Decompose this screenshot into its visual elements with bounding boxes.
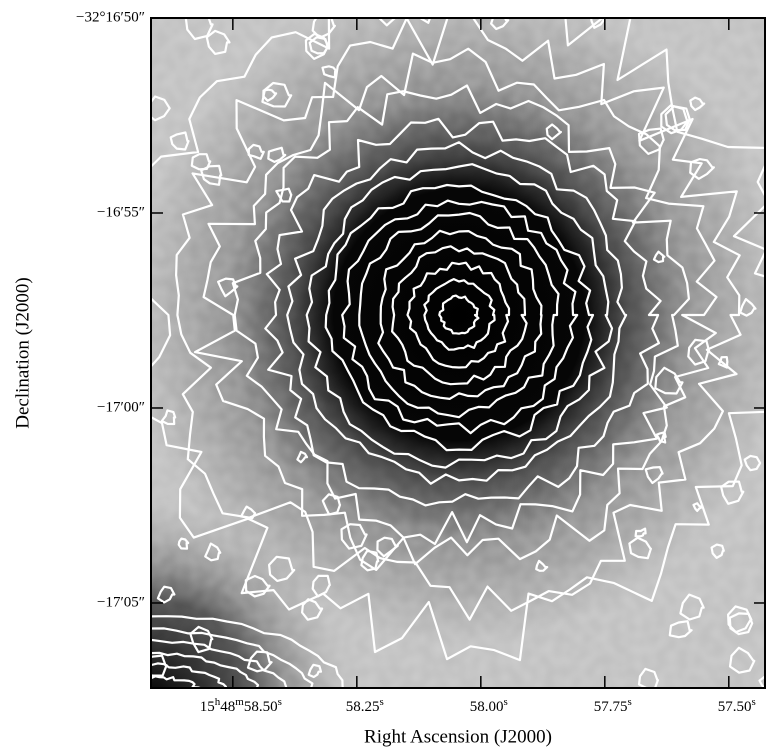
- contour: [308, 36, 329, 55]
- contour: [169, 131, 190, 151]
- contour: [190, 153, 212, 171]
- contour: [231, 84, 690, 546]
- contour: [311, 18, 336, 39]
- sky-image: [151, 18, 766, 688]
- contour: [689, 158, 715, 180]
- x-tick-label: 58.00s: [470, 696, 508, 716]
- y-tick-label: −17′00″: [97, 399, 145, 415]
- contour: [264, 117, 662, 507]
- contour: [391, 245, 528, 386]
- contour: [720, 480, 745, 505]
- contour: [668, 620, 693, 639]
- contour: [240, 505, 257, 520]
- contour: [376, 536, 399, 558]
- contour: [151, 615, 346, 688]
- contour: [644, 466, 664, 485]
- contour: [262, 88, 278, 102]
- contour: [710, 543, 725, 559]
- contour: [423, 278, 496, 351]
- x-tick-label: 57.50s: [718, 696, 756, 716]
- contour: [296, 450, 309, 464]
- contour: [660, 104, 690, 135]
- contour: [652, 250, 666, 264]
- contour: [151, 638, 288, 688]
- x-tick-label: 15h48m58.50s: [200, 696, 282, 716]
- contour: [589, 18, 606, 29]
- contour: [267, 146, 287, 163]
- contour: [156, 585, 176, 604]
- contour: [679, 593, 705, 621]
- contour: [545, 123, 562, 141]
- contour: [727, 605, 753, 634]
- contour: [406, 261, 511, 369]
- contour: [358, 211, 560, 419]
- contour: [321, 493, 342, 516]
- contour: [268, 555, 296, 582]
- contour: [177, 537, 190, 550]
- x-tick-label: 58.25s: [346, 696, 384, 716]
- frame: [150, 17, 766, 689]
- contour: [247, 143, 265, 160]
- contour: [324, 183, 595, 452]
- contour: [377, 229, 543, 400]
- contour: [175, 18, 742, 621]
- contour: [321, 65, 338, 79]
- contour: [151, 95, 171, 122]
- y-tick-label: −32°16′50″: [76, 9, 145, 25]
- contour: [743, 454, 762, 472]
- contour: [758, 675, 766, 688]
- contour: [311, 574, 331, 598]
- contour: [535, 559, 549, 572]
- contour: [286, 141, 628, 485]
- contour: [151, 662, 228, 688]
- contour: [275, 187, 293, 203]
- contour: [689, 96, 706, 112]
- contour: [244, 574, 271, 598]
- contour: [307, 663, 323, 679]
- contour: [739, 298, 757, 317]
- contour: [301, 598, 324, 621]
- contour: [340, 523, 368, 550]
- contour: [204, 542, 222, 562]
- contour: [728, 646, 756, 674]
- contour: [160, 409, 177, 426]
- contour: [200, 164, 223, 186]
- contour: [654, 366, 684, 395]
- x-tick-label: 57.75s: [594, 696, 632, 716]
- contour: [637, 127, 665, 155]
- contour: [305, 163, 614, 469]
- x-axis-label: Right Ascension (J2000): [364, 726, 552, 747]
- contour: [655, 431, 667, 444]
- y-tick-label: −17′05″: [97, 594, 145, 610]
- contour: [438, 294, 480, 335]
- contour: [217, 277, 239, 298]
- contour: [151, 654, 168, 677]
- contour: [634, 527, 647, 538]
- contour: [151, 18, 766, 662]
- contour: [628, 536, 652, 560]
- y-tick-label: −16′55″: [97, 204, 145, 220]
- contour: [151, 627, 314, 688]
- contour: [205, 29, 231, 55]
- contour: [341, 199, 579, 435]
- contour: [687, 338, 711, 366]
- y-axis-label: Declination (J2000): [12, 277, 33, 428]
- contour: [637, 667, 659, 688]
- contour: [193, 47, 718, 571]
- contour: [692, 502, 704, 512]
- contour: [717, 356, 729, 369]
- contour: [360, 549, 380, 572]
- contour: [151, 675, 204, 688]
